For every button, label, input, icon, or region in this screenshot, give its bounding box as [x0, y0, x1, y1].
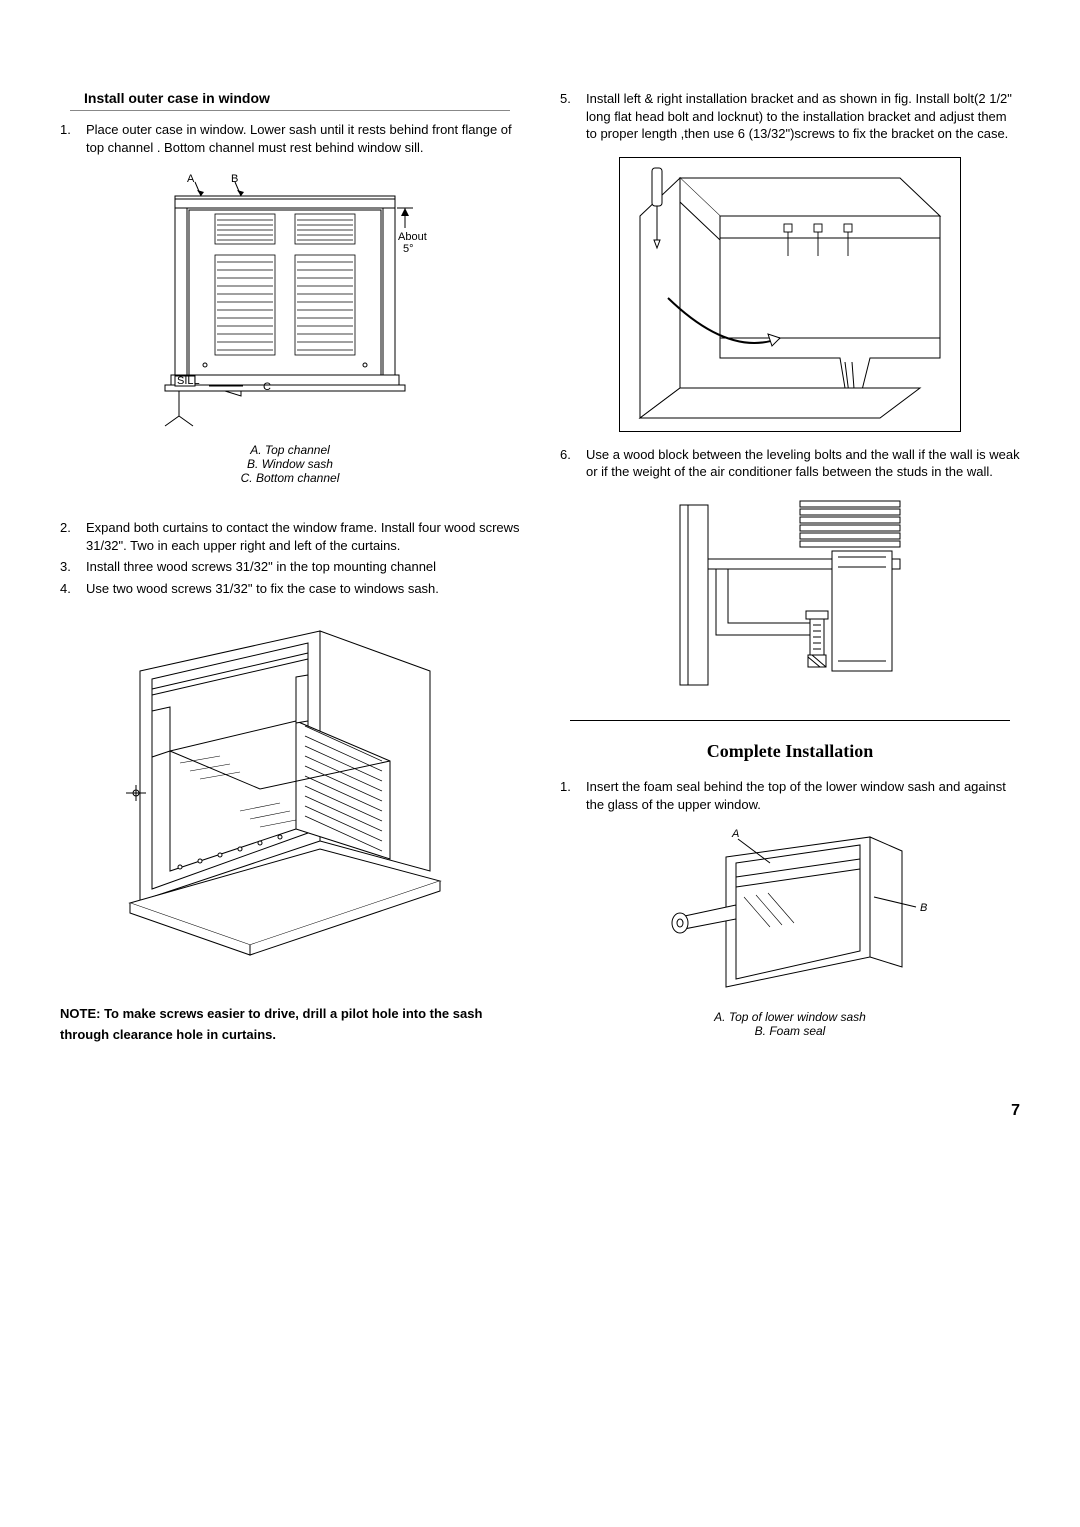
caption: A. Top channel — [60, 443, 520, 457]
section-title-complete-installation: Complete Installation — [560, 741, 1020, 762]
step-row: 1. Place outer case in window. Lower sas… — [60, 121, 520, 156]
figure-wood-block — [560, 495, 1020, 698]
page-number: 7 — [0, 1102, 1080, 1160]
step-text: Place outer case in window. Lower sash u… — [86, 121, 520, 156]
step-number: 1. — [560, 778, 586, 813]
step-row: 4. Use two wood screws 31/32" to fix the… — [60, 580, 520, 598]
step-row: 3. Install three wood screws 31/32" in t… — [60, 558, 520, 576]
section-title-install-outer-case: Install outer case in window — [60, 90, 520, 106]
figure-bracket-install — [560, 157, 1020, 432]
step-number: 1. — [60, 121, 86, 156]
fig1-label-sill: SILL — [177, 375, 200, 387]
step-text: Use a wood block between the leveling bo… — [586, 446, 1020, 481]
fig-foam-label-b: B — [920, 902, 927, 914]
caption: B. Foam seal — [560, 1024, 1020, 1038]
step-text: Install three wood screws 31/32" in the … — [86, 558, 520, 576]
figure-outer-case-in-window: A B SILL C About 5° A. Top channel B. Wi… — [60, 170, 520, 485]
step-row: 2. Expand both curtains to contact the w… — [60, 519, 520, 554]
step-text: Use two wood screws 31/32" to fix the ca… — [86, 580, 520, 598]
step-number: 2. — [60, 519, 86, 554]
fig-foam-captions: A. Top of lower window sash B. Foam seal — [560, 1010, 1020, 1038]
figure-foam-seal: A B A. Top of lower window sash B. Foam … — [560, 827, 1020, 1038]
title-rule — [70, 110, 510, 111]
caption: C. Bottom channel — [60, 471, 520, 485]
step-text: Insert the foam seal behind the top of t… — [586, 778, 1020, 813]
fig1-about: About — [398, 231, 427, 243]
figure-isometric-window — [60, 611, 520, 974]
fig1-label-a: A — [187, 173, 195, 185]
fig1-label-c: C — [263, 381, 271, 393]
step-number: 3. — [60, 558, 86, 576]
step-text: Install left & right installation bracke… — [586, 90, 1020, 143]
note-text: To make screws easier to drive, drill a … — [60, 1006, 482, 1042]
note-prefix: NOTE: — [60, 1006, 104, 1021]
step-number: 5. — [560, 90, 586, 143]
step-number: 6. — [560, 446, 586, 481]
step-row: 6. Use a wood block between the leveling… — [560, 446, 1020, 481]
fig1-deg: 5° — [403, 243, 414, 255]
step-row: 1. Insert the foam seal behind the top o… — [560, 778, 1020, 813]
fig1-label-b: B — [231, 173, 238, 185]
caption: A. Top of lower window sash — [560, 1010, 1020, 1024]
step-text: Expand both curtains to contact the wind… — [86, 519, 520, 554]
step-row: 5. Install left & right installation bra… — [560, 90, 1020, 143]
right-column: 5. Install left & right installation bra… — [560, 90, 1020, 1052]
caption: B. Window sash — [60, 457, 520, 471]
fig1-captions: A. Top channel B. Window sash C. Bottom … — [60, 443, 520, 485]
note-pilot-hole: NOTE: To make screws easier to drive, dr… — [60, 1004, 520, 1046]
section-rule — [570, 720, 1010, 722]
step-number: 4. — [60, 580, 86, 598]
fig-foam-label-a: A — [731, 828, 739, 840]
left-column: Install outer case in window 1. Place ou… — [60, 90, 520, 1052]
